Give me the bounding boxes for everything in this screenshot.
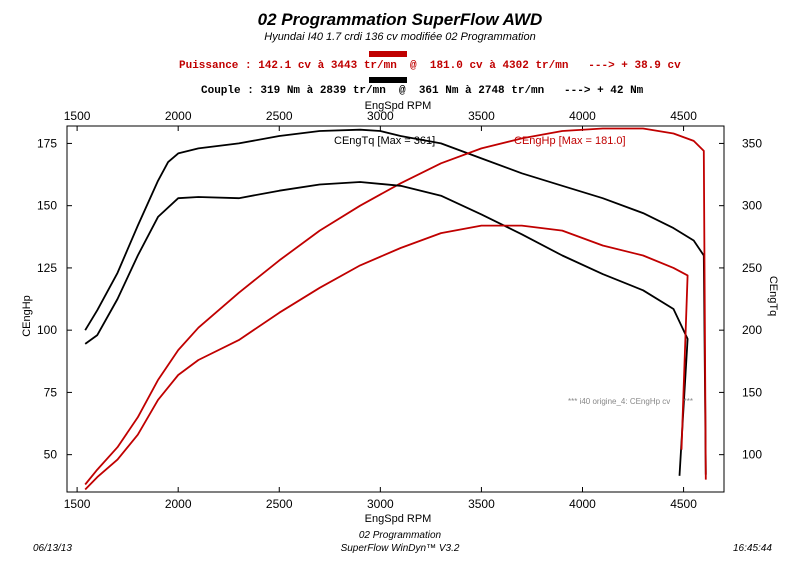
x-tick-label-bottom: 3500: [468, 497, 495, 511]
baseline-note: *** i40 origine_4: CEngHp cv ***: [568, 397, 693, 406]
torque-series-label: CEngTq [Max = 361]: [334, 135, 435, 147]
plot-frame: [66, 125, 725, 493]
chart-title: 02 Programmation SuperFlow AWD: [257, 10, 543, 29]
series-line-i40-origine-torque: [84, 181, 689, 476]
y-left-tick-label: 100: [37, 323, 57, 337]
y-right-tick-label: 300: [742, 199, 762, 213]
y-right-tick-label: 350: [742, 136, 762, 150]
power-series-label: CEngHp [Max = 181.0]: [514, 135, 626, 147]
y-right-tick-label: 100: [742, 448, 762, 462]
x-tick-label-top: 2500: [266, 109, 293, 123]
y-left-tick-label: 175: [37, 136, 57, 150]
y-left-tick-label: 50: [44, 448, 58, 462]
footer-time: 16:45:44: [733, 543, 772, 554]
series-line-cenghp-max-181-0: [84, 127, 707, 486]
torque-summary: Couple : 319 Nm à 2839 tr/mn @ 361 Nm à …: [201, 85, 644, 97]
y-right-tick-label: 150: [742, 385, 762, 399]
x-tick-label-top: 3000: [367, 109, 394, 123]
x-tick-label-top: 3500: [468, 109, 495, 123]
footer-software: SuperFlow WinDyn™ V3.2: [340, 543, 460, 554]
x-tick-label-bottom: 4500: [670, 497, 697, 511]
x-axis-label-top: EngSpd RPM: [365, 100, 432, 112]
x-tick-label-top: 4500: [670, 109, 697, 123]
power-legend-marker: [369, 51, 407, 57]
x-tick-label-top: 2000: [165, 109, 192, 123]
torque-legend-marker: [369, 77, 407, 83]
x-tick-label-bottom: 2500: [266, 497, 293, 511]
y-left-tick-label: 75: [44, 385, 58, 399]
y-right-tick-label: 200: [742, 323, 762, 337]
x-tick-label-top: 1500: [64, 109, 91, 123]
chart-subtitle: Hyundai I40 1.7 crdi 136 cv modifiée 02 …: [264, 31, 536, 43]
x-tick-label-top: 4000: [569, 109, 596, 123]
series-line-cengtq-max-361: [84, 128, 707, 475]
y-left-tick-label: 150: [37, 199, 57, 213]
y-right-tick-label: 250: [742, 261, 762, 275]
series-line-i40-origine-4-cenghp-cv: [84, 224, 689, 491]
x-axis-label-bottom: EngSpd RPM: [365, 513, 432, 525]
footer-company: 02 Programmation: [358, 530, 442, 541]
x-tick-label-bottom: 1500: [64, 497, 91, 511]
y-axis-label-left: CEngHp: [21, 295, 33, 337]
x-tick-label-bottom: 4000: [569, 497, 596, 511]
power-summary: Puissance : 142.1 cv à 3443 tr/mn @ 181.…: [179, 60, 681, 72]
x-tick-label-bottom: 3000: [367, 497, 394, 511]
footer-date: 06/13/13: [33, 543, 72, 554]
y-axis-label-right: CEngTq: [767, 276, 779, 316]
y-left-tick-label: 125: [37, 261, 57, 275]
x-tick-label-bottom: 2000: [165, 497, 192, 511]
